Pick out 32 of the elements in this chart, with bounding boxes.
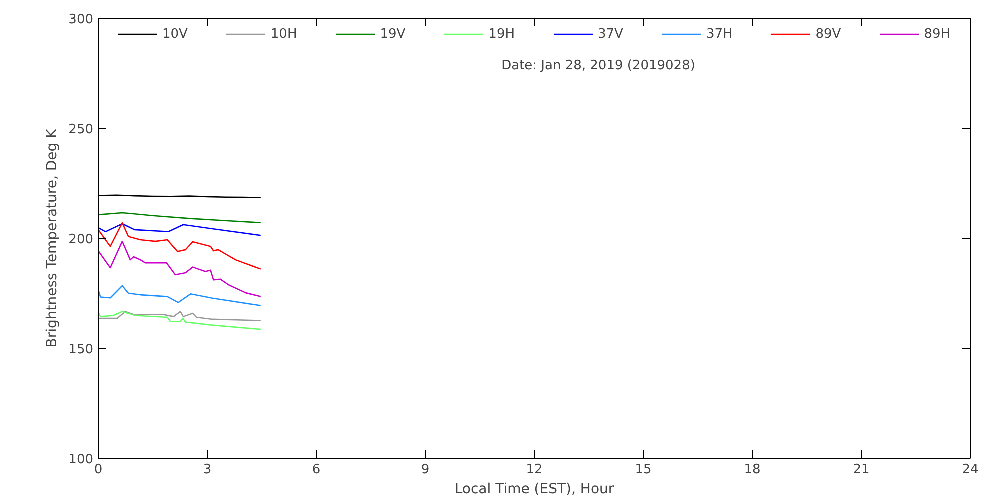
- legend-label: 19H: [488, 26, 515, 42]
- annotation: Date: Jan 28, 2019 (2019028): [502, 58, 696, 74]
- x-tick-label: 18: [744, 462, 761, 478]
- line-series: [98, 311, 262, 322]
- x-tick-label: 12: [526, 462, 543, 478]
- line-series: [98, 285, 262, 306]
- line-series: [98, 240, 262, 298]
- x-tick-label: 21: [853, 462, 870, 478]
- y-tick-label: 150: [68, 342, 94, 358]
- x-axis-title: Local Time (EST), Hour: [454, 482, 614, 498]
- y-tick-label: 300: [68, 12, 94, 28]
- line-series: [98, 223, 262, 236]
- y-axis-title: Brightness Temperature, Deg K: [44, 128, 61, 348]
- x-tick-label: 6: [312, 462, 321, 478]
- y-tick-label: 100: [68, 452, 94, 468]
- y-tick-label: 250: [68, 122, 94, 138]
- line-series: [98, 311, 262, 330]
- legend-label: 10H: [270, 26, 298, 42]
- x-tick-label: 9: [421, 462, 430, 478]
- legend-label: 37V: [598, 26, 624, 42]
- x-tick-label: 3: [203, 462, 212, 478]
- legend-label: 89H: [924, 26, 951, 42]
- line-series: [98, 222, 262, 270]
- x-tick-label: 0: [94, 462, 103, 478]
- y-tick-label: 200: [68, 232, 94, 248]
- legend-label: 89V: [816, 26, 842, 42]
- line-series: [98, 212, 262, 224]
- legend-label: 10V: [162, 26, 188, 42]
- x-tick-label: 24: [962, 462, 979, 478]
- legend-label: 19V: [380, 26, 406, 42]
- legend-label: 37H: [706, 26, 733, 42]
- x-tick-label: 15: [635, 462, 652, 478]
